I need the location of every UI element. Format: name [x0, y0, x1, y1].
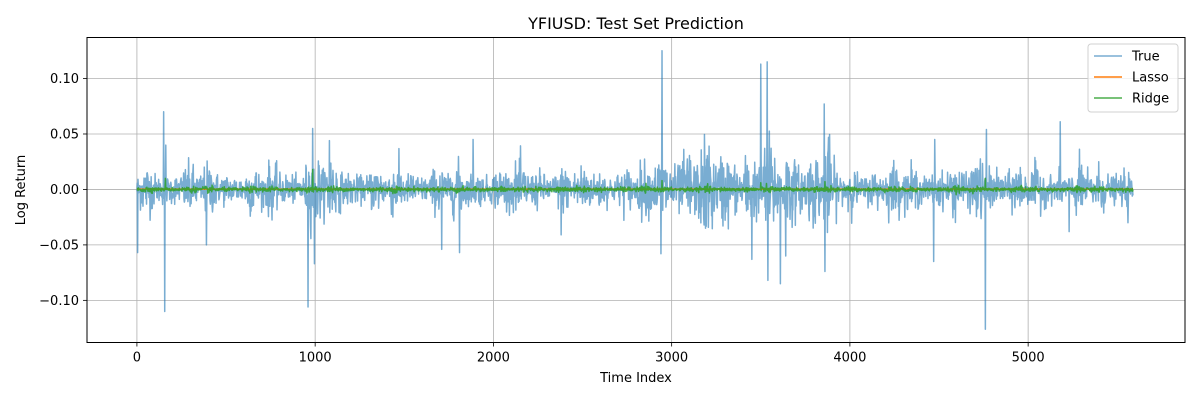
y-tick-label: −0.05 — [39, 238, 79, 253]
x-tick-label: 4000 — [833, 351, 866, 366]
legend-label-ridge: Ridge — [1132, 92, 1169, 107]
chart-title: YFIUSD: Test Set Prediction — [527, 14, 744, 33]
x-tick-label: 5000 — [1012, 351, 1045, 366]
y-axis-label: Log Return — [14, 155, 29, 226]
plot-area — [136, 50, 1134, 330]
series-line-ridge — [136, 168, 1134, 196]
y-tick-label: 0.10 — [50, 72, 79, 87]
x-axis: 0 1000 2000 3000 4000 5000 — [133, 342, 1045, 366]
legend-label-lasso: Lasso — [1132, 71, 1169, 86]
y-tick-label: 0.05 — [50, 127, 79, 142]
y-tick-label: 0.00 — [50, 183, 79, 198]
y-axis: −0.10 −0.05 0.00 0.05 0.10 — [39, 72, 87, 309]
x-tick-label: 2000 — [477, 351, 510, 366]
axes-frame — [86, 37, 1186, 343]
x-tick-label: 3000 — [655, 351, 688, 366]
x-tick-label: 0 — [133, 351, 141, 366]
legend-label-true: True — [1131, 50, 1160, 65]
y-tick-label: −0.10 — [39, 294, 79, 309]
x-axis-label: Time Index — [599, 371, 672, 386]
legend: True Lasso Ridge — [1087, 43, 1179, 113]
x-tick-label: 1000 — [299, 351, 332, 366]
legend-box — [1087, 43, 1179, 113]
